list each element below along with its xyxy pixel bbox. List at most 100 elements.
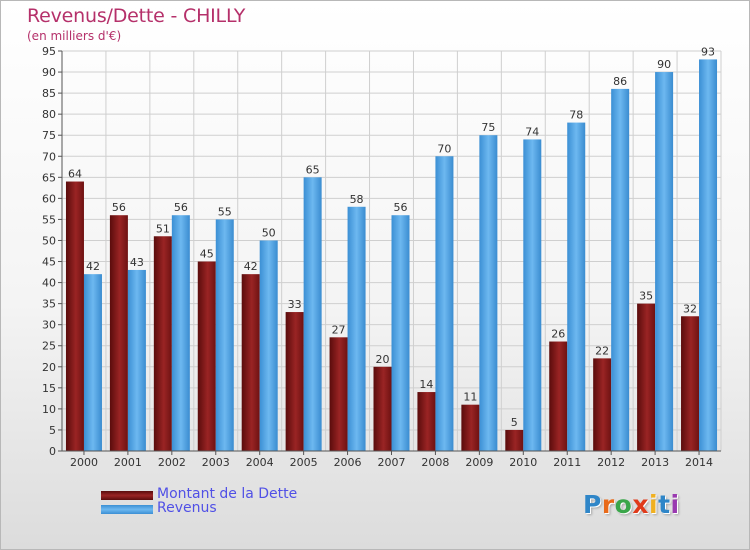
bar-revenus (127, 269, 146, 451)
x-tick-label: 2005 (290, 456, 318, 469)
y-tick-label: 80 (42, 108, 56, 121)
logo-letter: t (658, 490, 671, 519)
x-tick-label: 2000 (70, 456, 98, 469)
labels-layer: 64 42 56 43 51 56 45 55 42 50 33 65 27 58 20 56 14 70 11 75… (68, 45, 715, 429)
y-tick-label: 35 (42, 298, 56, 311)
x-tick-label: 2009 (465, 456, 493, 469)
bar-value-label: 5 (511, 416, 518, 429)
logo-letter: i (649, 490, 659, 519)
bar-value-label: 56 (112, 201, 126, 214)
logo-letter: i (670, 490, 680, 519)
bar-dette (505, 429, 524, 451)
bar-revenus (655, 72, 674, 451)
bar-revenus (611, 88, 630, 451)
bar-value-label: 42 (86, 260, 100, 273)
legend-label-revenus: Revenus (157, 500, 217, 516)
x-tick-label: 2012 (597, 456, 625, 469)
legend-label-debt: Montant de la Dette (157, 486, 298, 502)
bar-revenus (699, 59, 718, 451)
bar-revenus (435, 156, 454, 451)
y-tick-label: 30 (42, 319, 56, 332)
x-tick-label: 2007 (378, 456, 406, 469)
y-tick-label: 55 (42, 213, 56, 226)
bar-value-label: 50 (262, 226, 276, 239)
y-tick-label: 60 (42, 192, 56, 205)
bar-value-label: 20 (376, 353, 390, 366)
bar-revenus (215, 219, 234, 451)
bar-value-label: 55 (218, 205, 232, 218)
y-tick-label: 5 (49, 424, 56, 437)
bar-dette (549, 341, 568, 451)
y-tick-label: 50 (42, 234, 56, 247)
bar-dette (637, 303, 656, 451)
x-tick-label: 2004 (246, 456, 274, 469)
logo-letter: x (632, 490, 649, 519)
bar-revenus (171, 215, 190, 451)
bar-dette (593, 358, 612, 451)
bar-dette (461, 404, 480, 451)
bar-value-label: 58 (350, 193, 364, 206)
bar-value-label: 56 (174, 201, 188, 214)
bar-value-label: 32 (683, 302, 697, 315)
bar-value-label: 78 (569, 109, 583, 122)
logo-letter: P (583, 490, 602, 519)
x-tick-label: 2013 (641, 456, 669, 469)
x-tick-label: 2014 (685, 456, 713, 469)
bar-revenus (523, 139, 542, 451)
bar-value-label: 45 (200, 248, 214, 261)
y-tick-label: 40 (42, 277, 56, 290)
x-tick-label: 2002 (158, 456, 186, 469)
bar-dette (65, 181, 84, 452)
bar-revenus (479, 135, 498, 452)
bar-value-label: 74 (525, 125, 539, 138)
x-tick-label: 2010 (509, 456, 537, 469)
y-tick-label: 90 (42, 66, 56, 79)
chart-title: Revenus/Dette - CHILLY (27, 5, 246, 27)
bar-revenus (391, 215, 410, 451)
bar-dette (681, 316, 700, 451)
bar-dette (197, 261, 216, 451)
bar-value-label: 43 (130, 256, 144, 269)
bar-revenus (347, 206, 366, 451)
y-tick-label: 25 (42, 340, 56, 353)
y-tick-label: 10 (42, 403, 56, 416)
bar-value-label: 86 (613, 75, 627, 88)
bar-value-label: 56 (394, 201, 408, 214)
y-tick-label: 65 (42, 171, 56, 184)
bar-value-label: 75 (481, 121, 495, 134)
x-tick-label: 2001 (114, 456, 142, 469)
y-tick-label: 70 (42, 150, 56, 163)
bar-value-label: 65 (306, 163, 320, 176)
logo-letter: r (601, 490, 615, 519)
y-tick-label: 45 (42, 256, 56, 269)
x-tick-label: 2011 (553, 456, 581, 469)
legend-swatch-revenus (101, 505, 153, 514)
bar-value-label: 93 (701, 45, 715, 58)
bar-value-label: 90 (657, 58, 671, 71)
bar-revenus (303, 177, 322, 451)
y-tick-label: 85 (42, 87, 56, 100)
bar-value-label: 11 (463, 391, 477, 404)
legend-swatch-debt (101, 491, 153, 500)
bar-revenus (83, 274, 102, 451)
bar-dette (153, 236, 172, 451)
x-tick-label: 2003 (202, 456, 230, 469)
x-tick-label: 2008 (421, 456, 449, 469)
chart-subtitle: (en milliers d'€) (27, 29, 122, 43)
y-tick-label: 15 (42, 382, 56, 395)
bar-value-label: 64 (68, 168, 82, 181)
y-tick-label: 20 (42, 361, 56, 374)
bar-dette (329, 337, 348, 451)
bar-value-label: 27 (332, 323, 346, 336)
bar-value-label: 14 (419, 378, 433, 391)
bar-value-label: 26 (551, 328, 565, 341)
y-tick-label: 75 (42, 129, 56, 142)
bars-layer (65, 59, 718, 452)
bar-value-label: 35 (639, 290, 653, 303)
proxiti-logo: Proxiti (583, 490, 680, 519)
bar-revenus (567, 122, 586, 451)
bar-dette (417, 392, 436, 451)
axis-layer: 0 5 10 15 20 25 30 35 40 45 50 55 60 65 70 75 80 85 90 95 20… (42, 45, 721, 469)
